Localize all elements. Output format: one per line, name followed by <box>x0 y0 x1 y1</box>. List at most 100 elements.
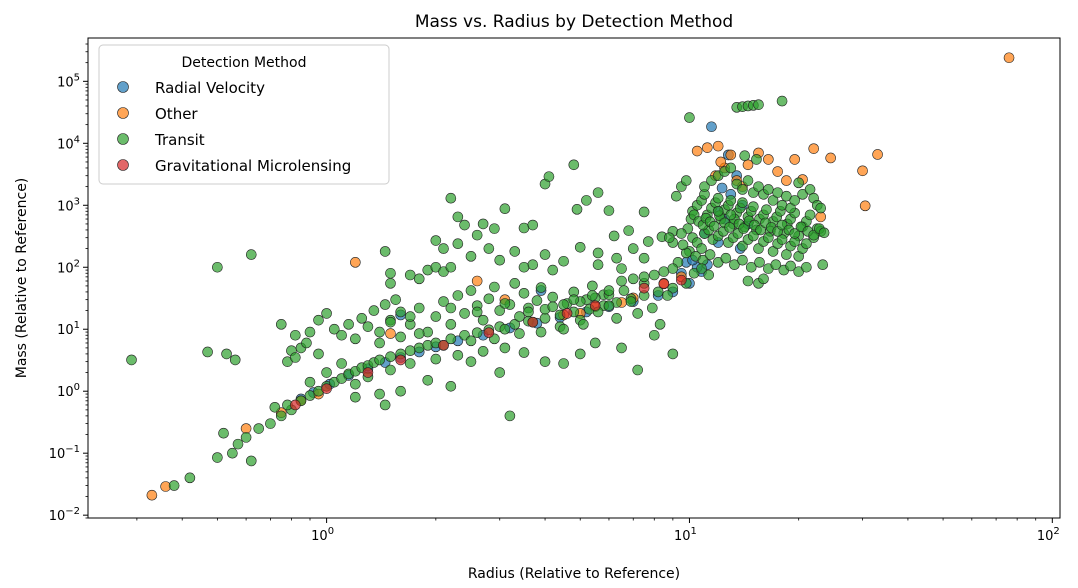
data-point <box>385 351 396 363</box>
data-point <box>245 249 257 260</box>
data-point <box>558 255 569 267</box>
data-point <box>499 203 511 215</box>
data-point <box>356 313 368 324</box>
data-point <box>767 246 779 257</box>
data-point <box>815 202 827 214</box>
data-point <box>664 232 675 243</box>
data-point <box>623 225 634 236</box>
data-point <box>725 149 737 161</box>
legend-label: Transit <box>154 131 205 149</box>
data-point <box>483 243 495 254</box>
data-point <box>699 181 710 192</box>
data-point <box>350 257 361 268</box>
data-point <box>395 306 406 318</box>
data-point <box>801 261 812 273</box>
y-tick-label: 103 <box>57 196 80 214</box>
data-point <box>321 308 332 319</box>
data-point <box>527 219 539 231</box>
data-point <box>748 201 759 212</box>
data-point <box>374 388 385 400</box>
data-point <box>677 239 689 251</box>
data-point <box>753 181 764 192</box>
data-point <box>818 227 830 239</box>
data-point <box>445 333 457 345</box>
data-point <box>872 149 883 160</box>
data-point <box>781 249 792 260</box>
data-point <box>379 399 391 411</box>
data-point <box>265 418 276 429</box>
data-point <box>804 209 816 221</box>
data-point <box>304 376 316 388</box>
data-point <box>227 447 238 459</box>
data-point <box>793 177 804 189</box>
data-point <box>313 348 324 360</box>
data-point <box>509 319 521 330</box>
y-tick-label: 10−2 <box>49 506 80 524</box>
data-point <box>477 218 489 230</box>
data-point <box>368 305 380 316</box>
data-point <box>785 260 796 272</box>
y-tick-label: 102 <box>57 258 80 276</box>
data-point <box>543 171 555 182</box>
data-point <box>535 282 547 293</box>
data-point <box>240 423 252 434</box>
data-point <box>772 166 783 177</box>
data-point <box>499 342 511 354</box>
y-axis-ticks: 10−2 10−1 100 101 102 103 104 105 <box>49 43 88 524</box>
data-point <box>459 308 470 319</box>
data-point <box>781 175 792 186</box>
data-point <box>748 230 759 242</box>
data-point <box>776 234 788 245</box>
legend-marker <box>117 107 129 119</box>
data-point <box>245 455 257 467</box>
y-tick-label: 101 <box>57 320 80 338</box>
data-point <box>438 296 449 307</box>
data-point <box>654 319 666 330</box>
data-point <box>422 374 434 386</box>
data-point <box>703 269 715 281</box>
data-point <box>708 220 720 232</box>
data-point <box>684 112 695 123</box>
data-point <box>404 311 416 322</box>
data-point <box>301 337 312 349</box>
data-point <box>789 154 801 165</box>
data-point <box>336 329 347 341</box>
data-point <box>385 328 396 339</box>
data-point <box>514 328 525 339</box>
data-point <box>385 364 396 376</box>
data-point <box>638 282 650 294</box>
data-point <box>729 259 740 270</box>
data-point <box>571 204 583 215</box>
data-point <box>336 358 347 369</box>
data-point <box>321 367 332 378</box>
y-axis-label: Mass (Relative to Reference) <box>14 178 30 379</box>
data-point <box>489 281 500 293</box>
data-point <box>253 423 265 434</box>
data-point <box>712 205 724 217</box>
data-point <box>527 316 539 328</box>
data-point <box>483 293 495 305</box>
legend-marker <box>117 159 129 171</box>
data-point <box>374 326 385 338</box>
data-point <box>568 294 580 305</box>
data-point <box>404 345 416 357</box>
data-point <box>445 192 457 204</box>
data-point <box>477 346 489 357</box>
data-point <box>321 383 332 394</box>
data-point <box>763 154 774 165</box>
data-point <box>712 192 724 204</box>
data-point <box>499 323 511 335</box>
data-point <box>221 348 232 360</box>
data-point <box>539 356 551 367</box>
data-point <box>568 159 580 171</box>
data-point <box>168 480 180 491</box>
legend-label: Gravitational Microlensing <box>155 157 351 175</box>
data-point <box>627 273 639 285</box>
data-point <box>290 329 301 341</box>
data-point <box>763 184 774 195</box>
data-point <box>445 261 457 273</box>
data-point <box>218 427 229 439</box>
data-point <box>527 259 539 270</box>
points-layer <box>126 52 1015 501</box>
data-point <box>362 321 374 332</box>
